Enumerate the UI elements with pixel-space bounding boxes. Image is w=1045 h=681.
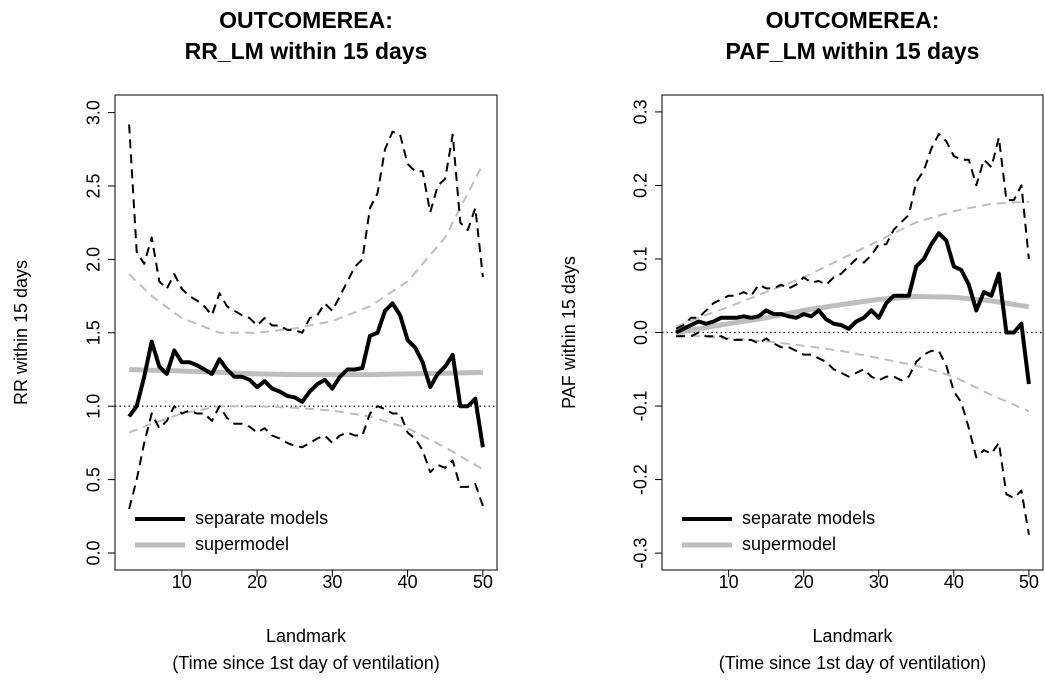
x-axis-label: Landmark (266, 626, 347, 646)
x-tick-label: 20 (794, 572, 814, 592)
interval-line (676, 331, 1030, 535)
y-tick-label: -0.2 (631, 464, 651, 495)
chart-title: OUTCOMEREA: (219, 7, 393, 33)
x-tick-label: 40 (944, 572, 964, 592)
x-axis-label: (Time since 1st day of ventilation) (719, 653, 986, 673)
legend-label: supermodel (742, 534, 836, 554)
x-tick-label: 50 (1019, 572, 1039, 592)
interval-line (675, 133, 1030, 330)
y-tick-label: 0.1 (631, 246, 651, 271)
y-tick-label: 3.0 (84, 100, 104, 125)
y-tick-label: 2.5 (84, 173, 104, 198)
chart-title: RR_LM within 15 days (185, 38, 428, 64)
x-axis-label: Landmark (812, 626, 893, 646)
x-tick-label: 10 (719, 572, 739, 592)
y-tick-label: 0.2 (631, 173, 651, 198)
series-line (675, 231, 1031, 385)
plot-box (114, 94, 498, 571)
x-tick-label: 40 (398, 572, 418, 592)
interval-line (128, 405, 484, 510)
x-tick-label: 20 (247, 572, 267, 592)
series-line (127, 301, 485, 448)
chart-title: PAF_LM within 15 days (726, 38, 980, 64)
x-tick-label: 50 (473, 572, 493, 592)
y-tick-label: 0.3 (631, 99, 651, 124)
interval-line (128, 163, 484, 334)
interval-line (676, 333, 1030, 413)
series-line (129, 367, 483, 378)
interval-line (128, 405, 484, 471)
interval-line (128, 124, 484, 334)
x-axis-label: (Time since 1st day of ventilation) (172, 653, 439, 673)
y-tick-label: -0.3 (631, 538, 651, 569)
y-tick-label: 1.0 (84, 394, 104, 419)
x-tick-label: 30 (322, 572, 342, 592)
y-tick-label: 2.0 (84, 247, 104, 272)
interval-line (675, 200, 1029, 328)
series-line (675, 294, 1030, 335)
y-tick-label: -0.1 (631, 391, 651, 422)
y-axis-label: RR within 15 days (11, 260, 31, 405)
y-tick-label: 0.0 (631, 320, 651, 345)
legend-label: supermodel (195, 534, 289, 554)
legend-label: separate models (742, 508, 875, 528)
chart-title: OUTCOMEREA: (766, 7, 940, 33)
x-tick-label: 10 (172, 572, 192, 592)
y-axis-label: PAF within 15 days (559, 256, 579, 409)
y-tick-label: 0.5 (84, 467, 104, 492)
legend-label: separate models (195, 508, 328, 528)
x-tick-label: 30 (869, 572, 889, 592)
y-tick-label: 1.5 (84, 320, 104, 345)
y-tick-label: 0.0 (84, 540, 104, 565)
